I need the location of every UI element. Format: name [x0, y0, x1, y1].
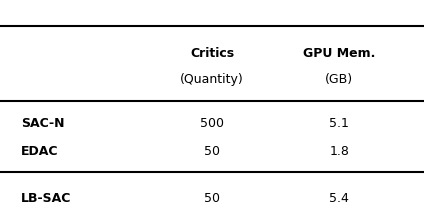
Text: SAC-N: SAC-N [21, 117, 65, 130]
Text: 1.8: 1.8 [329, 145, 349, 158]
Text: 500: 500 [200, 117, 224, 130]
Text: Critics: Critics [190, 47, 234, 60]
Text: 50: 50 [204, 192, 220, 205]
Text: 5.4: 5.4 [329, 192, 349, 205]
Text: (GB): (GB) [325, 73, 353, 86]
Text: (Quantity): (Quantity) [180, 73, 244, 86]
Text: GPU Mem.: GPU Mem. [303, 47, 375, 60]
Text: LB-SAC: LB-SAC [21, 192, 72, 205]
Text: EDAC: EDAC [21, 145, 59, 158]
Text: 50: 50 [204, 145, 220, 158]
Text: 5.1: 5.1 [329, 117, 349, 130]
